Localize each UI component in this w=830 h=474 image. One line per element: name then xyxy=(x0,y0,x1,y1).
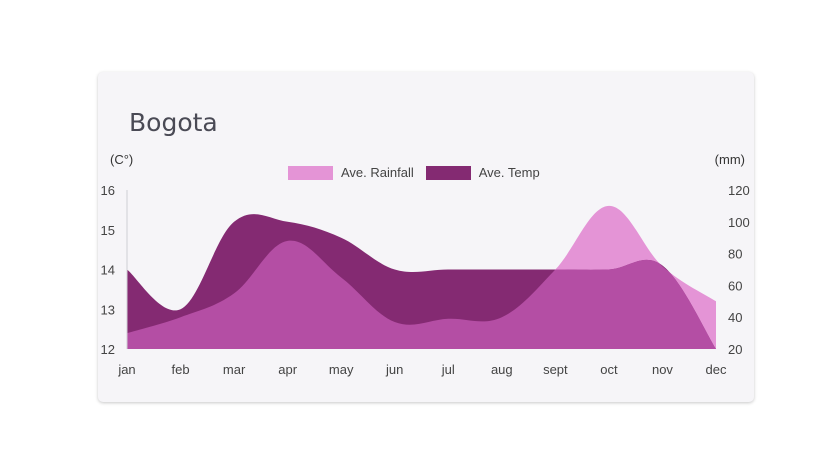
chart-card: Bogota (C°) (mm) Ave. Rainfall Ave. Temp… xyxy=(98,72,754,402)
y-right-tick-label: 120 xyxy=(728,183,750,198)
legend-label-temp: Ave. Temp xyxy=(478,165,540,180)
legend-item-rainfall[interactable]: Ave. Rainfall xyxy=(288,165,414,180)
y-right-tick-label: 100 xyxy=(728,215,750,230)
x-tick-label: may xyxy=(329,362,354,377)
right-axis-unit: (mm) xyxy=(714,152,745,167)
legend-label-rainfall: Ave. Rainfall xyxy=(341,165,414,180)
x-tick-label: jun xyxy=(385,362,403,377)
x-tick-label: aug xyxy=(491,362,513,377)
y-right-tick-label: 40 xyxy=(728,310,742,325)
y-right-tick-label: 80 xyxy=(728,247,742,262)
y-left-tick-label: 12 xyxy=(101,342,115,357)
chart-title: Bogota xyxy=(129,108,218,137)
x-tick-label: dec xyxy=(706,362,727,377)
y-right-tick-label: 20 xyxy=(728,342,742,357)
legend: Ave. Rainfall Ave. Temp xyxy=(288,165,552,180)
left-axis-unit: (C°) xyxy=(110,152,134,167)
x-tick-label: jan xyxy=(117,362,135,377)
x-tick-label: apr xyxy=(278,362,297,377)
chart-plot-area: 16 15 14 13 12 120 100 80 60 40 20 jan feb mar apr may j… xyxy=(101,183,750,377)
y-left-tick-label: 15 xyxy=(101,223,115,238)
x-tick-label: oct xyxy=(600,362,618,377)
legend-item-temp[interactable]: Ave. Temp xyxy=(425,165,540,180)
y-left-tick-label: 14 xyxy=(101,263,115,278)
legend-swatch-temp xyxy=(425,165,471,180)
legend-swatch-rainfall xyxy=(288,165,333,180)
y-right-tick-label: 60 xyxy=(728,278,742,293)
y-left-tick-label: 13 xyxy=(101,302,115,317)
x-tick-label: sept xyxy=(543,362,568,377)
x-tick-label: jul xyxy=(441,362,455,377)
y-left-tick-label: 16 xyxy=(101,183,115,198)
x-tick-label: nov xyxy=(652,362,673,377)
x-tick-label: mar xyxy=(223,362,246,377)
x-tick-label: feb xyxy=(172,362,190,377)
